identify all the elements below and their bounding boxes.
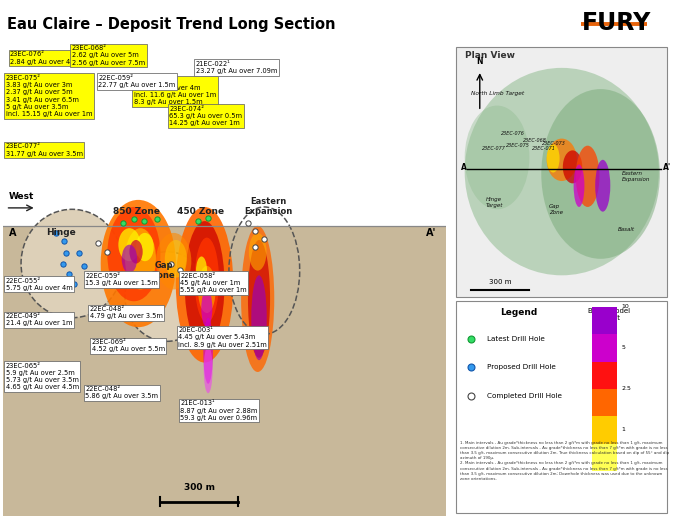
Text: Gap
Zone: Gap Zone	[152, 260, 176, 280]
Ellipse shape	[198, 266, 215, 313]
Text: 23EC-068²
2.62 g/t Au over 5m
2.56 g/t Au over 7.5m: 23EC-068² 2.62 g/t Au over 5m 2.56 g/t A…	[72, 45, 145, 66]
Text: N: N	[476, 56, 483, 66]
Text: 850 Zone: 850 Zone	[112, 207, 160, 216]
FancyBboxPatch shape	[592, 389, 616, 416]
Ellipse shape	[107, 207, 160, 301]
Text: 20EC-003¹
4.45 g/t Au over 5.43m
incl. 8.9 g/t Au over 2.51m: 20EC-003¹ 4.45 g/t Au over 5.43m incl. 8…	[178, 327, 267, 348]
Text: 23EC-073²
3.83 g/t Au over 4m
incl. 11.6 g/t Au over 1m
8.3 g/t Au over 1.5m: 23EC-073² 3.83 g/t Au over 4m incl. 11.6…	[134, 77, 216, 105]
Text: Plan View: Plan View	[464, 52, 515, 60]
Text: 21EC-013¹
8.87 g/t Au over 2.88m
59.3 g/t Au over 0.96m: 21EC-013¹ 8.87 g/t Au over 2.88m 59.3 g/…	[180, 400, 258, 421]
Text: 22EC-059²
15.3 g/t Au over 1.5m: 22EC-059² 15.3 g/t Au over 1.5m	[85, 273, 158, 286]
Ellipse shape	[203, 318, 213, 384]
Ellipse shape	[595, 160, 610, 212]
Text: 5: 5	[621, 345, 625, 351]
Text: 23EC-068: 23EC-068	[523, 139, 546, 143]
FancyBboxPatch shape	[3, 226, 446, 516]
Text: 1: 1	[621, 427, 625, 432]
Text: Latest Drill Hole: Latest Drill Hole	[487, 336, 545, 342]
Ellipse shape	[546, 144, 560, 172]
Text: 23EC-073: 23EC-073	[542, 141, 566, 146]
Text: 22EC-049²
21.4 g/t Au over 1m: 22EC-049² 21.4 g/t Au over 1m	[5, 313, 72, 326]
Ellipse shape	[464, 106, 530, 209]
Text: 23EC-077²
31.77 g/t Au over 3.5m: 23EC-077² 31.77 g/t Au over 3.5m	[5, 143, 83, 156]
Text: 22EC-058²
45 g/t Au over 1m
5.55 g/t Au over 1m: 22EC-058² 45 g/t Au over 1m 5.55 g/t Au …	[180, 273, 247, 293]
Ellipse shape	[546, 139, 577, 181]
Text: A': A'	[663, 163, 672, 172]
Text: Hinge
Target: Hinge Target	[487, 197, 503, 208]
Ellipse shape	[541, 89, 660, 259]
Text: Completed Drill Hole: Completed Drill Hole	[487, 392, 563, 399]
Text: 23EC-075: 23EC-075	[505, 143, 530, 148]
Text: A': A'	[425, 228, 436, 238]
FancyBboxPatch shape	[592, 307, 616, 334]
Ellipse shape	[576, 146, 600, 207]
Text: 300 m: 300 m	[489, 279, 511, 285]
Ellipse shape	[165, 240, 187, 278]
Text: Eastern
Expansion: Eastern Expansion	[622, 171, 651, 182]
Ellipse shape	[573, 165, 584, 207]
Text: Proposed Drill Hole: Proposed Drill Hole	[487, 364, 556, 370]
Text: 23EC-076²
2.84 g/t Au over 4.5m: 23EC-076² 2.84 g/t Au over 4.5m	[10, 52, 83, 65]
Text: Gap
Zone: Gap Zone	[548, 204, 563, 215]
FancyBboxPatch shape	[592, 416, 616, 444]
Text: 23EC-074²
65.3 g/t Au over 0.5m
14.25 g/t Au over 1m: 23EC-074² 65.3 g/t Au over 0.5m 14.25 g/…	[169, 106, 242, 126]
Ellipse shape	[136, 233, 153, 261]
FancyBboxPatch shape	[592, 362, 616, 389]
Text: 2.5: 2.5	[621, 387, 631, 391]
Text: 1. Main intervals - Au grade*thickness no less than 2 g/t*m with grade no less t: 1. Main intervals - Au grade*thickness n…	[460, 441, 670, 481]
Ellipse shape	[194, 238, 219, 322]
Text: 22EC-048²
4.79 g/t Au over 3.5m: 22EC-048² 4.79 g/t Au over 3.5m	[90, 306, 162, 319]
Text: Eastern
Expansion: Eastern Expansion	[244, 197, 293, 216]
Ellipse shape	[251, 275, 267, 360]
FancyBboxPatch shape	[592, 444, 616, 471]
Text: 23EC-076: 23EC-076	[501, 131, 525, 137]
Ellipse shape	[464, 68, 659, 275]
Text: FURY: FURY	[582, 11, 651, 35]
Text: Eau Claire – Deposit Trend Long Section: Eau Claire – Deposit Trend Long Section	[7, 17, 335, 32]
Ellipse shape	[196, 256, 207, 285]
Text: Hinge: Hinge	[46, 228, 76, 237]
Text: Legend: Legend	[500, 308, 537, 317]
Text: 23EC-065²
5.9 g/t Au over 2.5m
5.73 g/t Au over 3.5m
4.65 g/t Au over 4.5m: 23EC-065² 5.9 g/t Au over 2.5m 5.73 g/t …	[5, 363, 79, 390]
Circle shape	[125, 252, 209, 341]
Text: 22EC-059²
22.77 g/t Au over 1.5m: 22EC-059² 22.77 g/t Au over 1.5m	[98, 75, 176, 88]
Text: Basalt: Basalt	[618, 227, 635, 232]
Text: 23EC-069²
4.52 g/t Au over 5.5m: 23EC-069² 4.52 g/t Au over 5.5m	[92, 339, 165, 352]
Text: 10: 10	[621, 304, 629, 309]
Circle shape	[21, 209, 122, 318]
Text: A: A	[9, 228, 16, 238]
Ellipse shape	[118, 228, 141, 261]
Ellipse shape	[122, 245, 137, 273]
Text: West: West	[8, 192, 34, 201]
Ellipse shape	[563, 151, 582, 183]
Ellipse shape	[201, 290, 213, 327]
Text: 23EC-075²
3.83 g/t Au over 3m
2.37 g/t Au over 5m
3.41 g/t Au over 6.5m
5 g/t Au: 23EC-075² 3.83 g/t Au over 3m 2.37 g/t A…	[5, 75, 92, 117]
FancyBboxPatch shape	[456, 47, 668, 296]
Text: 300 m: 300 m	[184, 483, 215, 492]
Text: 22EC-055²
5.75 g/t Au over 4m: 22EC-055² 5.75 g/t Au over 4m	[5, 278, 72, 291]
Ellipse shape	[176, 207, 234, 363]
Ellipse shape	[156, 233, 191, 290]
Text: North Limb Target: North Limb Target	[471, 91, 524, 96]
Text: 23EC-071: 23EC-071	[532, 145, 555, 151]
Text: 23EC-077: 23EC-077	[482, 146, 506, 152]
FancyBboxPatch shape	[592, 334, 616, 362]
Ellipse shape	[184, 221, 225, 349]
Ellipse shape	[248, 240, 270, 358]
Text: Block Model
Au g/t: Block Model Au g/t	[588, 308, 631, 321]
Text: 450 Zone: 450 Zone	[176, 207, 223, 216]
Text: A: A	[462, 163, 467, 172]
Text: 21EC-022¹
23.27 g/t Au over 7.09m: 21EC-022¹ 23.27 g/t Au over 7.09m	[196, 61, 277, 74]
Ellipse shape	[204, 346, 213, 393]
Ellipse shape	[241, 226, 275, 372]
Ellipse shape	[125, 228, 156, 290]
FancyBboxPatch shape	[456, 301, 668, 513]
Text: 22EC-048²
5.86 g/t Au over 3.5m: 22EC-048² 5.86 g/t Au over 3.5m	[85, 386, 158, 400]
Ellipse shape	[249, 233, 267, 270]
Ellipse shape	[129, 240, 143, 264]
Ellipse shape	[101, 200, 176, 327]
